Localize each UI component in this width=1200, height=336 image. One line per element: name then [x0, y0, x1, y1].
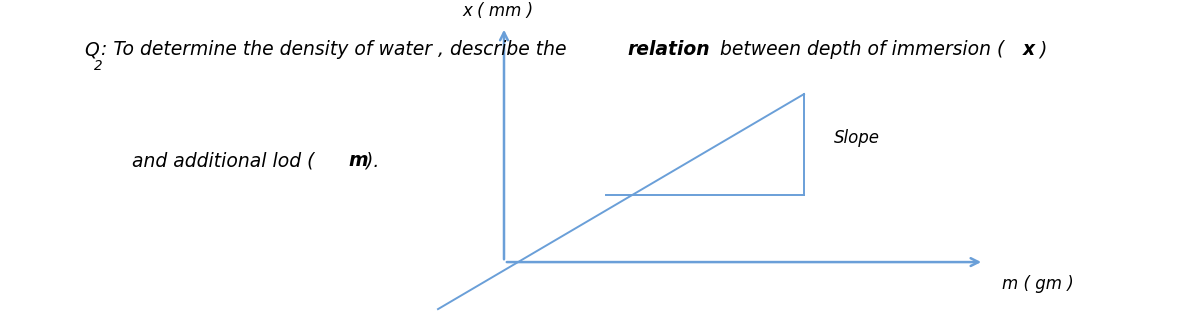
Text: between depth of immersion (: between depth of immersion (: [714, 40, 1010, 59]
Text: Q: Q: [84, 40, 98, 59]
Text: Slope: Slope: [834, 129, 880, 147]
Text: 2: 2: [95, 59, 103, 73]
Text: x ( mm ): x ( mm ): [462, 2, 534, 20]
Text: ): ): [1034, 40, 1048, 59]
Text: : To determine the density of water , describe the: : To determine the density of water , de…: [101, 40, 572, 59]
Text: and additional lod (: and additional lod (: [132, 151, 320, 170]
Text: x: x: [1022, 40, 1036, 59]
Text: m: m: [348, 151, 368, 170]
Text: relation: relation: [626, 40, 709, 59]
Text: ).: ).: [360, 151, 379, 170]
Text: m ( gm ): m ( gm ): [1002, 275, 1074, 293]
